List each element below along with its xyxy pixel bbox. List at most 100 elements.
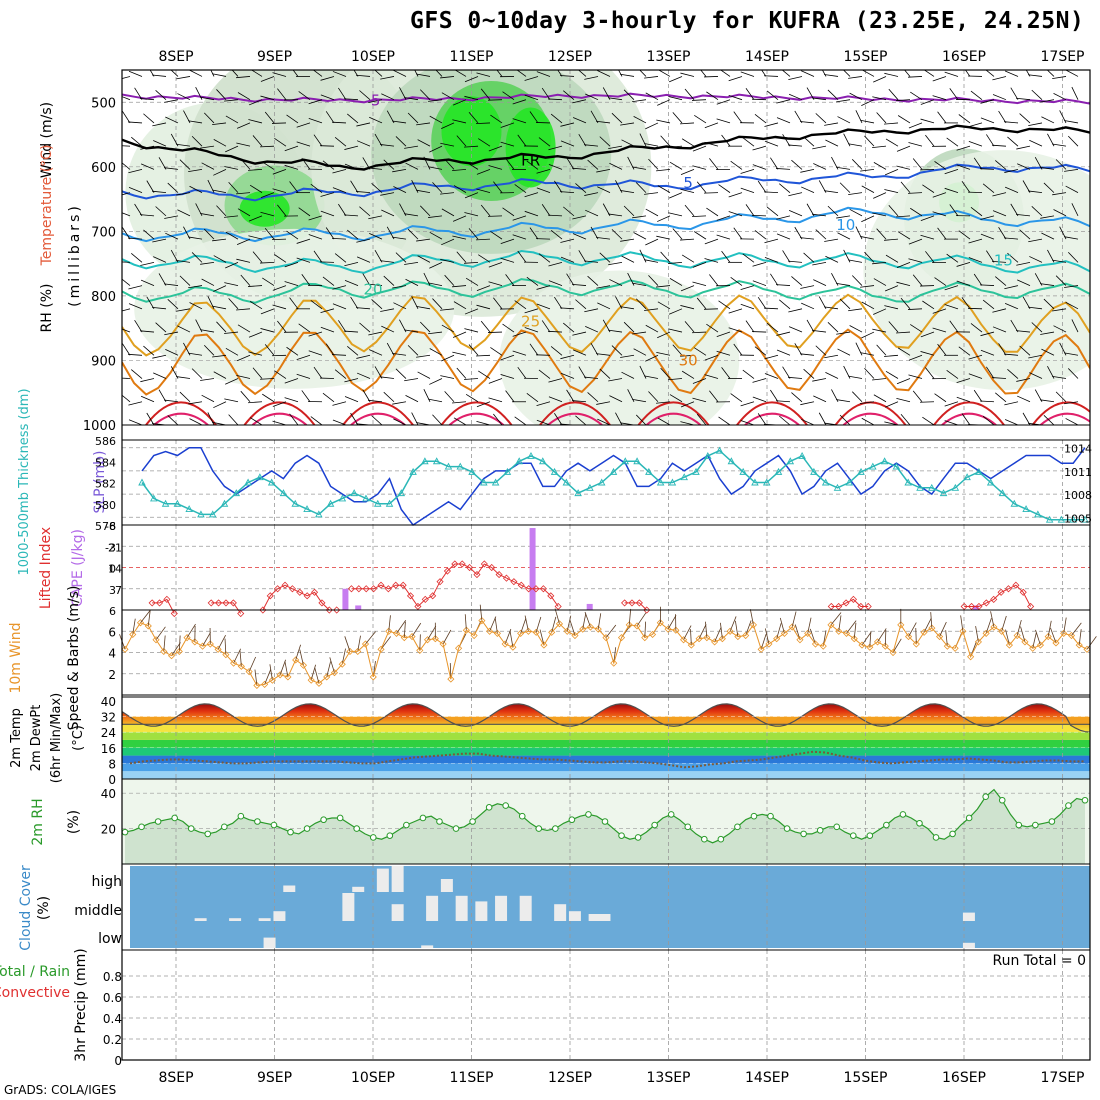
- wind-barb: [369, 116, 383, 124]
- wind-barb: [1071, 319, 1079, 333]
- li-marker: [857, 602, 865, 611]
- wind-barb: [584, 192, 599, 196]
- wind-barb: [237, 92, 251, 101]
- wind-barb: [763, 307, 779, 310]
- wind-barb: [644, 192, 659, 195]
- wind-barb: [404, 261, 419, 265]
- wind-barb: [393, 418, 407, 425]
- wind-barb: [203, 112, 215, 124]
- wind-barb: [776, 284, 791, 286]
- wind-barb: [331, 354, 347, 356]
- wind-barb: [488, 261, 503, 268]
- wind-barb: [429, 378, 443, 385]
- wind-barb: [380, 192, 395, 196]
- wind-barb: [849, 92, 863, 101]
- wind-barb: [657, 301, 671, 310]
- wind-barb: [274, 254, 287, 263]
- wind-barb: [456, 135, 467, 147]
- thick-ytick: 578: [95, 520, 116, 533]
- wind-barb: [452, 235, 467, 240]
- wind-barb: [873, 76, 887, 83]
- wind-barb: [392, 285, 407, 289]
- wind-marker: [633, 622, 641, 630]
- wind-barb: [383, 159, 395, 170]
- wind-barb: [788, 326, 803, 333]
- wind-barb: [236, 122, 251, 129]
- wind-barb: [541, 320, 551, 333]
- wind-barb-10m: [535, 616, 542, 633]
- wind-barb: [347, 229, 359, 240]
- wind-barb: [289, 413, 299, 425]
- wind-barb: [195, 87, 203, 100]
- wind-barb: [745, 87, 755, 100]
- wind-barb: [645, 324, 659, 333]
- wind-barb: [657, 331, 671, 339]
- slp-line: [141, 446, 1086, 527]
- wind-barb: [597, 418, 611, 425]
- wind-barb: [888, 321, 899, 333]
- wind-barb: [252, 367, 263, 379]
- wind-barb: [944, 169, 959, 175]
- wind-barb: [428, 282, 443, 286]
- cape-bar: [586, 603, 593, 610]
- slp-ytick: 1008: [1064, 489, 1092, 502]
- wind-barb: [464, 212, 479, 217]
- li-marker: [392, 581, 400, 589]
- wind-barb: [393, 70, 407, 77]
- wind-barb: [896, 215, 911, 218]
- wind-marker: [912, 640, 920, 648]
- wind-barb: [248, 351, 263, 356]
- wind-barb: [608, 213, 623, 217]
- wind-barb: [298, 91, 311, 101]
- wind-barb: [633, 348, 647, 356]
- li-marker: [237, 609, 245, 618]
- wind-barb: [405, 162, 419, 170]
- thickness-marker: [975, 467, 983, 475]
- wind-barb: [548, 396, 563, 403]
- wind-barb: [925, 134, 935, 147]
- wind-barb: [201, 162, 215, 170]
- wind-barb: [645, 208, 659, 217]
- wind-barb: [500, 354, 515, 361]
- wind-barb: [706, 323, 719, 333]
- wind-barb-10m: [388, 615, 391, 632]
- wind-barb: [260, 211, 275, 217]
- wind-barb: [860, 352, 875, 356]
- wind-marker: [827, 621, 835, 629]
- wind-barb: [152, 354, 167, 359]
- wind-barb: [776, 400, 791, 403]
- wind-barb: [296, 122, 311, 128]
- wind-barb: [432, 298, 443, 310]
- wind-barb: [383, 391, 395, 403]
- wind-barb: [572, 349, 587, 356]
- wind-barb: [516, 70, 527, 77]
- wind-barb-10m: [745, 620, 752, 636]
- cloud-unit: (%): [36, 896, 52, 920]
- wind-barb: [668, 192, 683, 199]
- wind-barb: [274, 370, 287, 379]
- cloud-bar: [391, 866, 404, 892]
- rh-marker: [386, 832, 394, 839]
- wind-barb: [566, 389, 575, 402]
- wind-barb: [740, 71, 755, 77]
- wind-barb: [864, 368, 875, 379]
- wind-barb: [608, 261, 623, 266]
- wind-barb: [776, 215, 791, 220]
- wind-barb: [590, 226, 599, 240]
- wind-barb: [910, 91, 923, 101]
- wind-barb: [843, 249, 851, 263]
- wind-barb: [1031, 322, 1043, 333]
- wind-marker: [346, 647, 354, 656]
- wind-barb: [680, 285, 695, 292]
- wind-barb: [289, 181, 299, 193]
- thickness-marker: [220, 499, 229, 507]
- wind-barb: [536, 71, 551, 77]
- wind-barb: [596, 285, 611, 289]
- warm-contour: [637, 401, 710, 425]
- wind-barb: [973, 389, 983, 402]
- cloud-label: Cloud Cover: [18, 865, 34, 951]
- wind-barb: [146, 412, 155, 425]
- wind-barb-10m: [464, 614, 467, 631]
- wind-barb: [464, 378, 479, 380]
- rh-marker: [353, 825, 361, 832]
